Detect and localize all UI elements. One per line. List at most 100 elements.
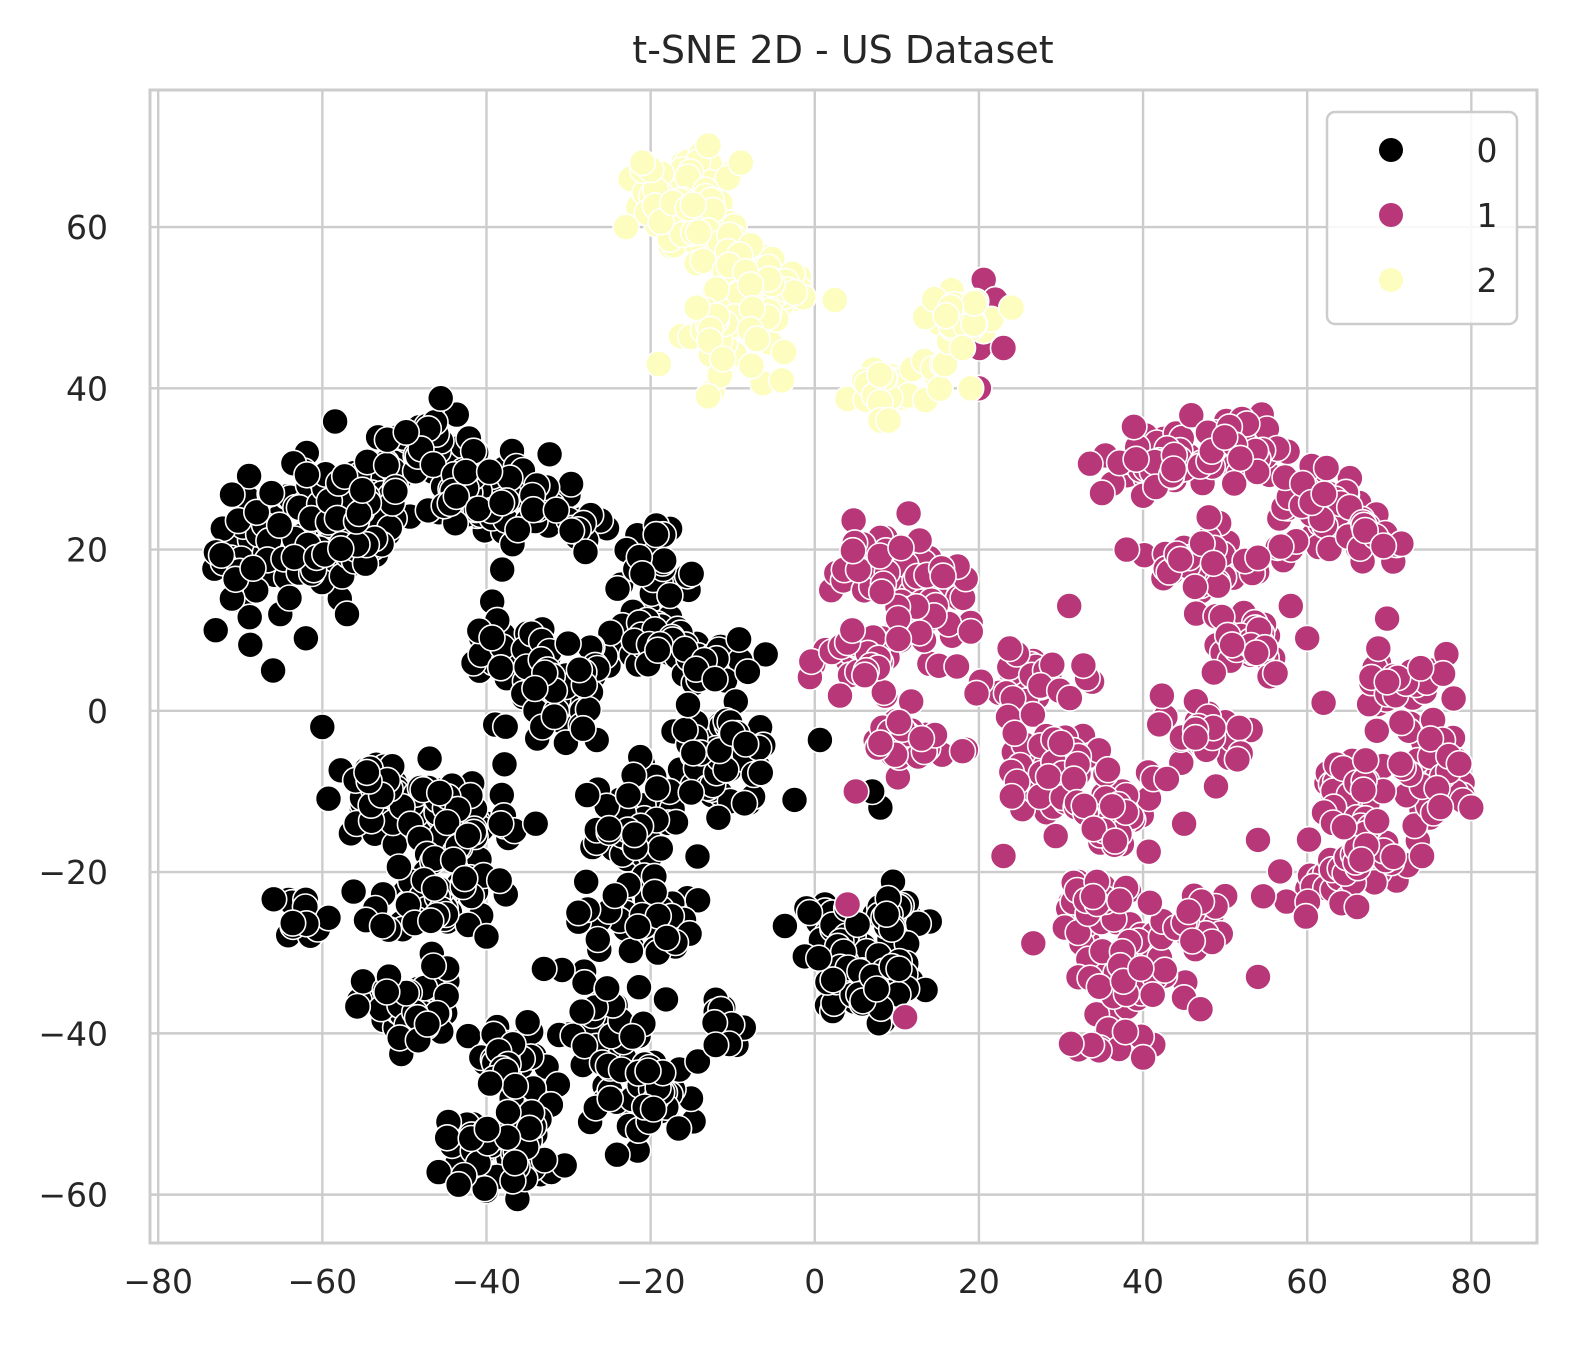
scatter-point-1 [838, 616, 867, 645]
y-tick-label: 0 [87, 692, 108, 731]
scatter-point-1 [1249, 882, 1277, 911]
scatter-point-1 [989, 334, 1018, 362]
scatter-point-0 [554, 629, 582, 658]
tick-label-layer: −80 −60 −40 −20 0 20 40 60 80 −60 −40 −20 0 20 40 60 [38, 208, 1492, 1301]
scatter-point-1 [1261, 659, 1290, 688]
scatter-point-2 [960, 289, 989, 318]
scatter-point-1 [1225, 713, 1254, 742]
scatter-point-0 [677, 778, 706, 807]
scatter-point-2 [770, 338, 798, 366]
scatter-point-1 [1120, 412, 1148, 441]
scatter-point-1 [1178, 927, 1207, 955]
scatter-point-0 [646, 834, 675, 863]
scatter-point-0 [426, 384, 455, 413]
scatter-point-0 [674, 690, 702, 719]
scatter-point-1 [1386, 749, 1415, 778]
x-tick-label: 60 [1286, 1262, 1328, 1301]
x-tick-label: 80 [1450, 1262, 1492, 1301]
scatter-point-0 [634, 1057, 662, 1085]
scatter-point-0 [557, 516, 586, 545]
scatter-point-1 [887, 533, 915, 562]
scatter-point-1 [1153, 765, 1181, 793]
scatter-point-0 [488, 555, 517, 584]
scatter-point-0 [583, 925, 612, 954]
scatter-point-1 [1076, 449, 1104, 478]
scatter-point-0 [671, 716, 699, 744]
scatter-point-0 [624, 913, 652, 941]
scatter-point-0 [257, 479, 286, 507]
scatter-point-0 [640, 878, 669, 907]
scatter-point-0 [569, 714, 597, 743]
scatter-point-2 [926, 374, 954, 403]
scatter-point-1 [1244, 826, 1272, 854]
scatter-point-1 [1057, 1030, 1085, 1058]
scatter-point-1 [833, 890, 862, 919]
y-tick-label: 40 [66, 369, 108, 408]
scatter-point-0 [201, 616, 230, 645]
scatter-point-1 [1181, 723, 1210, 752]
scatter-point-1 [1199, 549, 1228, 578]
scatter-point-0 [487, 489, 516, 517]
scatter-point-1 [1312, 454, 1341, 482]
scatter-point-0 [731, 730, 760, 758]
scatter-point-1 [1363, 716, 1391, 745]
scatter-point-0 [513, 1008, 542, 1037]
scatter-point-1 [1070, 791, 1098, 820]
legend: 0 1 2 [1325, 110, 1519, 326]
scatter-point-0 [236, 630, 265, 659]
scatter-point-0 [683, 842, 712, 871]
scatter-point-1 [1373, 604, 1401, 633]
scatter-point-0 [425, 779, 454, 807]
scatter-point-1 [1181, 573, 1209, 601]
scatter-point-1 [948, 737, 977, 766]
scatter-point-0 [381, 477, 410, 506]
scatter-point-0 [804, 944, 833, 973]
scatter-point-0 [519, 495, 548, 524]
scatter-point-0 [415, 744, 444, 773]
scatter-point-0 [684, 1047, 712, 1076]
scatter-point-0 [617, 937, 645, 965]
scatter-point-0 [353, 758, 381, 787]
scatter-point-0 [704, 803, 733, 832]
scatter-point-0 [385, 853, 413, 881]
scatter-point-0 [819, 966, 847, 994]
scatter-point-1 [850, 661, 879, 690]
legend-marker-1 [1379, 203, 1403, 227]
scatter-point-2 [820, 286, 849, 314]
scatter-point-1 [1310, 480, 1338, 508]
scatter-point-1 [1445, 749, 1474, 778]
scatter-point-0 [490, 750, 519, 779]
scatter-point-0 [628, 559, 657, 588]
scatter-point-1 [1220, 469, 1248, 498]
scatter-point-0 [265, 511, 294, 540]
scatter-point-1 [1094, 755, 1122, 784]
scatter-point-1 [1101, 827, 1129, 855]
scatter-point-1 [1309, 688, 1338, 717]
scatter-point-0 [542, 496, 571, 524]
scatter-point-0 [476, 1069, 504, 1098]
scatter-point-1 [1202, 772, 1230, 801]
scatter-point-1 [1000, 719, 1029, 748]
scatter-point-1 [997, 782, 1026, 811]
scatter-point-0 [614, 781, 643, 810]
scatter-point-2 [684, 218, 713, 247]
scatter-point-0 [392, 418, 421, 447]
scatter-point-1 [1186, 995, 1215, 1024]
scatter-point-1 [1266, 857, 1294, 886]
scatter-point-0 [564, 898, 593, 927]
scatter-point-0 [652, 985, 680, 1014]
scatter-point-1 [1408, 842, 1436, 870]
scatter-point-0 [345, 499, 373, 528]
scatter-point-0 [472, 922, 501, 951]
scatter-point-1 [1373, 668, 1401, 696]
scatter-point-0 [343, 992, 372, 1021]
series-0 [200, 384, 944, 1213]
scatter-point-0 [372, 978, 401, 1006]
scatter-point-1 [1426, 793, 1455, 821]
scatter-point-2 [866, 360, 894, 389]
scatter-point-0 [314, 784, 343, 813]
scatter-point-0 [570, 1032, 599, 1060]
legend-marker-0 [1379, 138, 1403, 162]
scatter-point-1 [1056, 684, 1084, 712]
scatter-point-1 [1267, 532, 1295, 561]
